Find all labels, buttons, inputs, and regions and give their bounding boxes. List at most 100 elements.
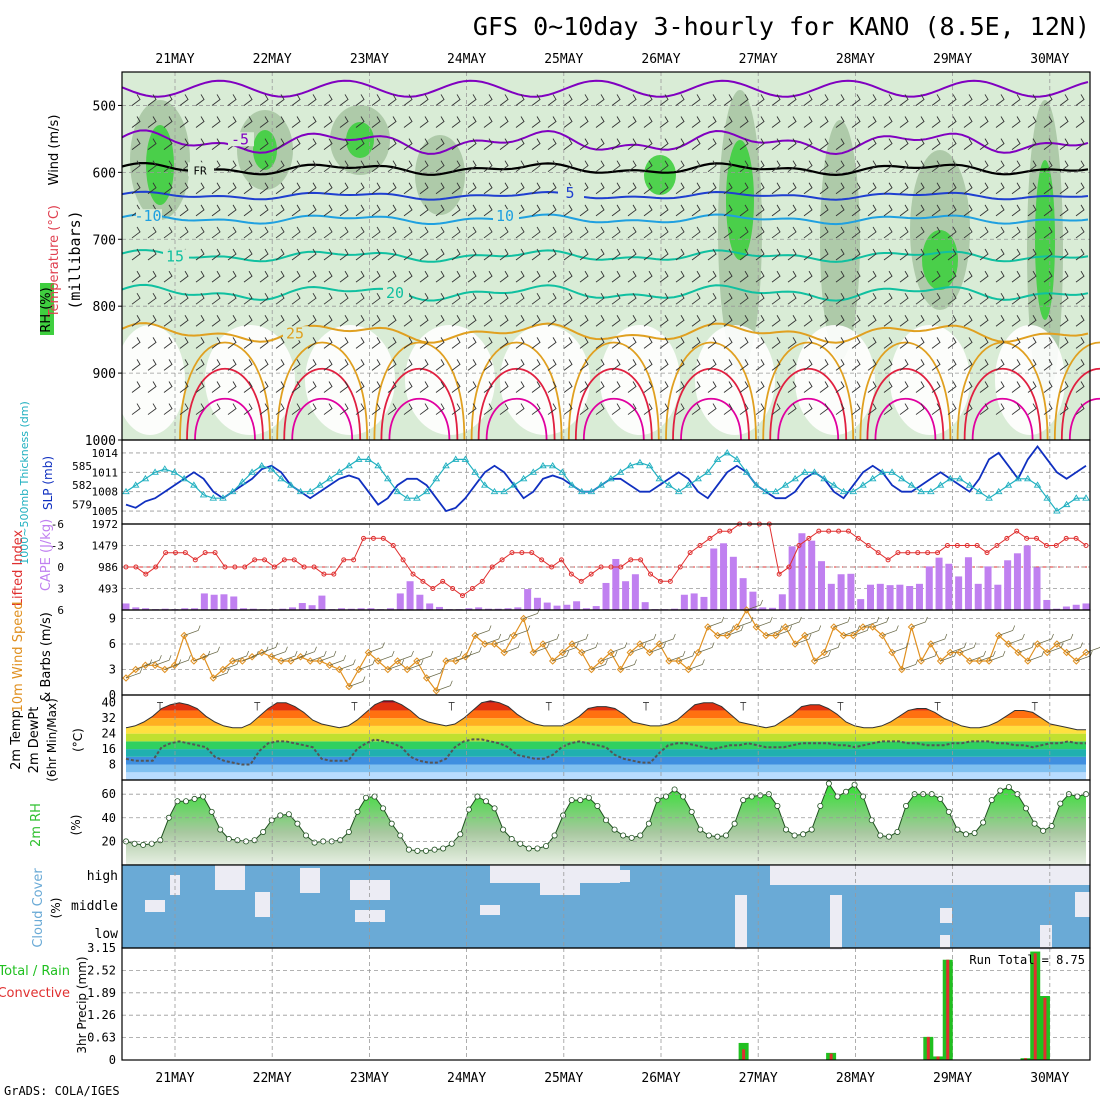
- wind-barb: [899, 315, 909, 327]
- wind-barb: [307, 160, 317, 173]
- lifted-index-point: [123, 564, 129, 570]
- wind-barb: [643, 116, 653, 128]
- wind-barb: [1011, 182, 1021, 195]
- wind-barb: [307, 226, 317, 239]
- wind-barb: [275, 160, 285, 173]
- wind-barb-10m: [601, 650, 618, 662]
- wind-barb: [1043, 315, 1053, 327]
- wind-barb: [819, 403, 829, 415]
- wind-barb: [307, 248, 317, 261]
- wind-barb: [387, 160, 397, 173]
- thickness-point: [917, 487, 925, 495]
- wind-barb: [979, 292, 989, 305]
- wind-barb: [835, 248, 845, 261]
- rh-point: [714, 833, 721, 840]
- lifted-index-point: [539, 557, 545, 563]
- surface-heat-contour: [582, 397, 645, 441]
- date-label-top: 30MAY: [1030, 52, 1069, 67]
- cape-bar: [749, 591, 757, 610]
- wind-barb: [147, 359, 157, 371]
- cape-bar: [494, 608, 502, 610]
- slp-tick: 1005: [92, 505, 119, 518]
- wind-barb: [483, 182, 493, 195]
- wind-barb: [531, 226, 541, 239]
- wind-barb: [771, 138, 781, 150]
- wind-barb: [595, 270, 605, 283]
- wind-barb: [547, 270, 557, 283]
- wind-barb: [611, 270, 621, 283]
- cloud-gap: [940, 908, 952, 923]
- wind-barb: [1075, 270, 1085, 283]
- lifted-index-point: [192, 557, 198, 563]
- wind-barb-10m: [533, 642, 550, 653]
- rh-point: [877, 832, 884, 839]
- lifted-index-point: [717, 528, 723, 534]
- wind-barb-10m: [329, 655, 346, 666]
- wind-barb: [1043, 94, 1053, 106]
- wind-barb-10m: [213, 667, 230, 679]
- wind-barb: [1075, 204, 1085, 217]
- wind-barb: [739, 226, 749, 239]
- lifted-index-point: [390, 543, 396, 548]
- wind-barb: [963, 204, 973, 217]
- cape-bar: [230, 596, 238, 610]
- temp-band: [126, 764, 1086, 773]
- wind-barb: [707, 270, 717, 283]
- wind-barb: [995, 160, 1005, 173]
- wind-barb: [867, 292, 877, 305]
- wind-barb: [355, 292, 365, 305]
- wind-barb: [579, 248, 589, 261]
- wind-barb: [131, 226, 141, 239]
- wind-barb: [787, 138, 797, 150]
- thickness-point: [1004, 481, 1013, 488]
- thickness-point: [131, 481, 140, 488]
- wind-barb: [931, 182, 941, 195]
- wind-barb-10m: [639, 633, 657, 645]
- wind-barb: [755, 403, 765, 415]
- rh-point: [963, 831, 970, 838]
- wind-barb: [883, 315, 893, 327]
- wind-barb: [643, 182, 653, 195]
- wind-barb: [419, 116, 429, 128]
- surface-heat-contour: [762, 341, 855, 441]
- temp-contour-10: [121, 213, 1089, 226]
- wind-barb: [643, 226, 653, 239]
- wind-barb: [963, 182, 973, 195]
- wind-barb: [627, 292, 637, 305]
- rh-point: [448, 840, 455, 847]
- thickness-point: [684, 481, 693, 488]
- wind-barb: [307, 94, 317, 106]
- wind-barb: [835, 337, 845, 349]
- wind-barb: [515, 337, 525, 349]
- wind-barb: [931, 116, 941, 128]
- wind-barb: [275, 292, 285, 305]
- wind-barb: [755, 204, 765, 217]
- wind-barb-10m: [969, 650, 986, 662]
- wind-tick: 3: [109, 663, 116, 677]
- wind-barb: [675, 359, 685, 371]
- temp-tick: 8: [109, 758, 116, 772]
- rh-point: [1023, 805, 1030, 812]
- wind-barb: [723, 292, 733, 305]
- wind-barb: [499, 248, 509, 261]
- rh-point: [1040, 827, 1047, 834]
- thickness-point: [354, 455, 363, 462]
- wind-barb: [787, 160, 797, 173]
- thickness-point: [626, 461, 635, 469]
- wind-barb: [787, 381, 797, 393]
- rh-point: [1005, 784, 1012, 791]
- wind-barb: [467, 204, 477, 217]
- wind-barb: [659, 116, 669, 128]
- date-label-bottom: 30MAY: [1030, 1071, 1069, 1086]
- p8-conv-label: Convective: [0, 986, 70, 1001]
- wind-barb: [147, 381, 157, 393]
- temp-band: [126, 725, 1086, 734]
- thickness-point: [1053, 507, 1061, 514]
- wind-barb: [499, 337, 509, 349]
- wind-barb-10m: [455, 650, 473, 662]
- thickness-point: [335, 468, 344, 475]
- wind-barb: [803, 138, 813, 150]
- p4-speed-label: 10m Wind Speed: [11, 602, 26, 713]
- thickness-point: [587, 487, 596, 495]
